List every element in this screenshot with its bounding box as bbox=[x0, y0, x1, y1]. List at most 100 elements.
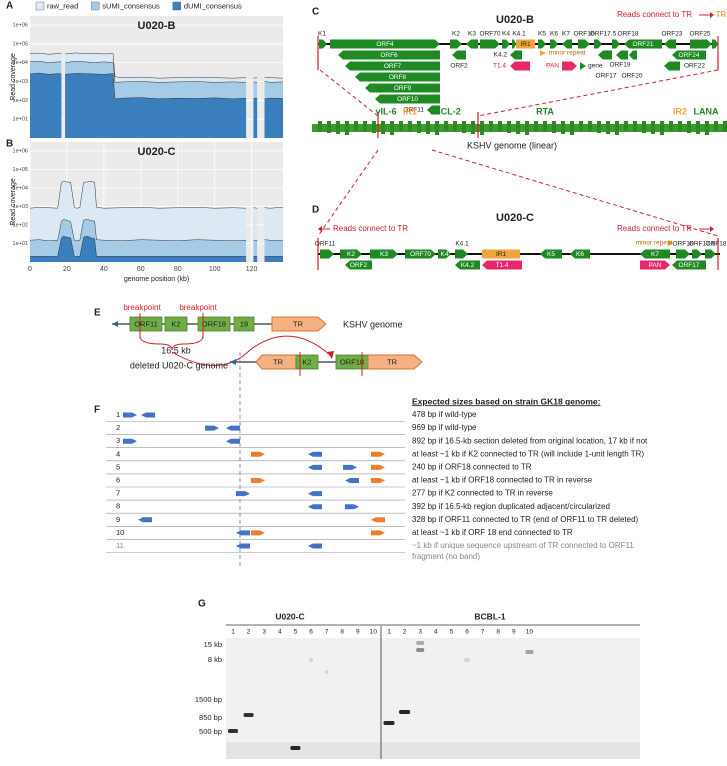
gene-label: minor repeat bbox=[636, 240, 673, 247]
genome-feature bbox=[570, 121, 574, 135]
marker-label: 8 kb bbox=[208, 655, 222, 664]
genome-feature bbox=[345, 121, 349, 135]
genome-feature bbox=[660, 121, 664, 135]
genome-feature-label: RTA bbox=[536, 106, 554, 116]
genome-feature bbox=[705, 121, 709, 135]
row-text: fragment (no band) bbox=[412, 552, 480, 561]
gene-arrow bbox=[616, 50, 628, 60]
genome-feature bbox=[678, 121, 682, 132]
gene-label: K4.1 bbox=[512, 31, 526, 38]
lane-number: 9 bbox=[512, 629, 516, 636]
primer-arrow bbox=[123, 412, 137, 418]
primer-arrow bbox=[345, 504, 359, 510]
genome-feature bbox=[489, 121, 493, 131]
legend-swatch bbox=[172, 1, 182, 11]
genome-feature bbox=[714, 121, 718, 131]
gene-arrow bbox=[570, 249, 590, 259]
row-number: 1 bbox=[116, 410, 120, 419]
row-number: 6 bbox=[116, 475, 120, 484]
gene-label: K7 bbox=[651, 251, 659, 258]
arrowhead bbox=[327, 351, 334, 359]
group-label: BCBL-1 bbox=[474, 611, 505, 621]
arrowhead bbox=[710, 226, 714, 232]
lane-number: 5 bbox=[294, 629, 298, 636]
table-header: Expected sizes based on strain GK18 geno… bbox=[412, 396, 601, 406]
genome-feature bbox=[561, 121, 565, 134]
lane-number: 2 bbox=[247, 629, 251, 636]
panel-title: U020-B bbox=[496, 14, 534, 26]
panel-label: E bbox=[94, 308, 101, 319]
legend-swatch bbox=[91, 1, 100, 11]
row-number: 8 bbox=[116, 502, 120, 511]
y-axis-label: Read coverage bbox=[10, 53, 17, 101]
row-number: 10 bbox=[116, 528, 124, 537]
gene-label: ORF25 bbox=[690, 31, 711, 38]
gene-arrow bbox=[640, 260, 670, 270]
lane-number: 2 bbox=[403, 629, 407, 636]
panel-label: A bbox=[6, 1, 13, 12]
dashed-connector bbox=[319, 69, 379, 117]
genome-feature bbox=[498, 121, 502, 132]
gene-label: K4.1 bbox=[455, 241, 469, 248]
primer-arrow bbox=[371, 517, 385, 523]
lane-number: 4 bbox=[434, 629, 438, 636]
gene-label: minor repeat bbox=[549, 50, 586, 57]
gene-arrow bbox=[375, 94, 440, 104]
gene-label: ORF17.5 bbox=[590, 31, 617, 38]
genome-label: deleted U020-C genome bbox=[130, 360, 228, 370]
breakpoint-label: breakpoint bbox=[123, 303, 161, 312]
genome-feature bbox=[696, 121, 700, 134]
gene-arrow bbox=[562, 61, 577, 71]
x-tick-label: 120 bbox=[246, 266, 258, 273]
repeat-mark bbox=[540, 50, 546, 56]
coverage-line bbox=[30, 235, 283, 257]
panel-label: B bbox=[6, 139, 13, 150]
genome-feature bbox=[363, 121, 367, 132]
gene-arrow bbox=[510, 50, 522, 60]
row-text: 328 bp if ORF11 connected to TR (end of … bbox=[412, 515, 639, 524]
gene-label: K5 bbox=[547, 251, 555, 258]
gene-arrow bbox=[690, 39, 712, 49]
primer-arrow bbox=[138, 517, 152, 523]
annotation: Reads connect to TR bbox=[617, 224, 692, 233]
gene-arrow bbox=[672, 50, 706, 60]
lane-number: 9 bbox=[356, 629, 360, 636]
gene-arrow bbox=[319, 39, 327, 49]
lane-number: 8 bbox=[496, 629, 500, 636]
genome-feature bbox=[372, 121, 376, 133]
primer-arrow bbox=[308, 451, 322, 457]
coverage-line bbox=[29, 219, 284, 242]
gene-arrow bbox=[562, 39, 572, 49]
gene-label: K4.2 bbox=[494, 52, 508, 59]
row-text: at least ~1 kb if K2 connected to TR (wi… bbox=[412, 449, 644, 458]
marker-label: 1500 bp bbox=[195, 695, 222, 704]
gene-arrow bbox=[455, 249, 468, 259]
genome-feature bbox=[435, 121, 439, 135]
gene-arrow bbox=[624, 39, 662, 49]
gene-label: PAN bbox=[546, 63, 559, 70]
gene-label: ORF2 bbox=[450, 63, 468, 70]
lane-number: 10 bbox=[526, 629, 534, 636]
gene-label: K4 bbox=[502, 31, 510, 38]
gene-arrow bbox=[512, 39, 516, 49]
genome-feature bbox=[588, 121, 592, 132]
genome-feature bbox=[381, 121, 385, 134]
gene-label: ORF8 bbox=[389, 74, 407, 81]
gene-arrow bbox=[664, 61, 680, 71]
gene-label: ORF17.5 bbox=[689, 241, 716, 248]
genome-feature-label: vIL-6 bbox=[375, 106, 396, 116]
primer-arrow bbox=[236, 543, 250, 549]
genome-feature bbox=[390, 121, 394, 135]
y-tick-label: 1e+04 bbox=[13, 185, 28, 191]
lane-number: 5 bbox=[450, 629, 454, 636]
genome-feature-label: IR2 bbox=[673, 106, 687, 116]
gene-arrow bbox=[338, 50, 440, 60]
row-number: 4 bbox=[116, 449, 120, 458]
primer-arrow bbox=[251, 478, 265, 483]
genome-feature bbox=[336, 121, 340, 134]
coverage-line bbox=[29, 60, 284, 83]
gene-arrow bbox=[482, 260, 522, 270]
gel-band bbox=[416, 648, 425, 652]
gene-mark bbox=[580, 62, 586, 70]
